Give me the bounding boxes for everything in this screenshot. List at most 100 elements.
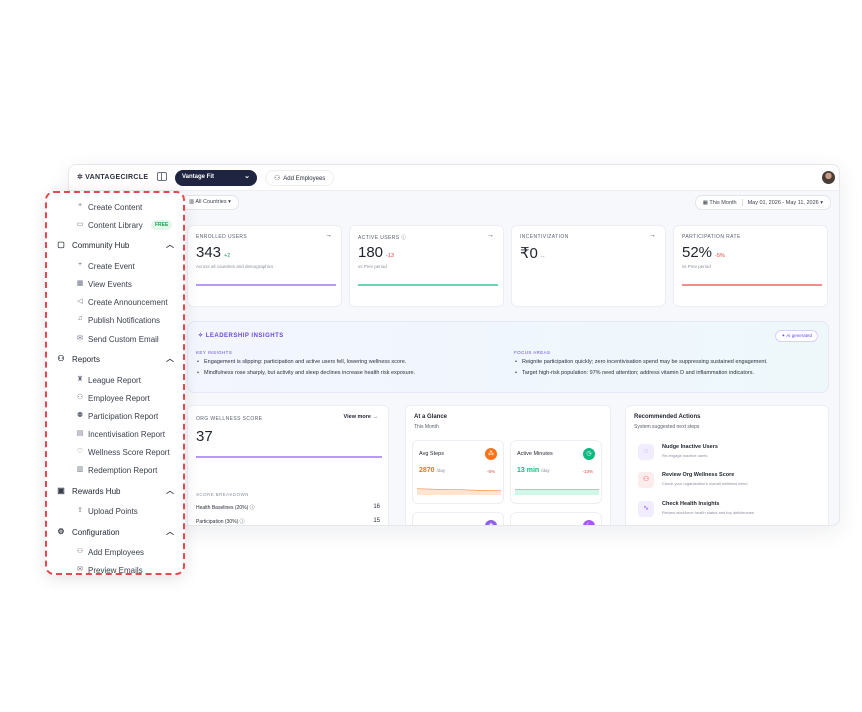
view-more-link[interactable]: View more → xyxy=(343,414,378,420)
sidebar-group-label: Configuration xyxy=(72,528,120,537)
sidebar-item-employee-report[interactable]: ⚇ Employee Report xyxy=(47,390,183,406)
sidebar-item-incentivisation-report[interactable]: ▤ Incentivisation Report xyxy=(47,426,183,442)
users-icon: ⚇ xyxy=(57,354,65,363)
sidebar-item-participation-report[interactable]: ⚉ Participation Report xyxy=(47,408,183,424)
sidebar-item-label: Add Employees xyxy=(88,548,145,557)
countries-filter[interactable]: ▥ All Countries ▾ xyxy=(181,195,239,210)
sidebar-group-label: Rewards Hub xyxy=(72,487,121,496)
avatar[interactable] xyxy=(822,171,835,184)
leadership-insights-panel: ✧ LEADERSHIP INSIGHTS ✦ AI generated KEY… xyxy=(187,321,829,393)
stat-value: ₹0 -- xyxy=(520,244,545,262)
sidebar-item-content-library[interactable]: ▭ Content Library FREE xyxy=(47,217,183,233)
focus-areas-header: FOCUS AREAS xyxy=(514,350,551,355)
action-review-wellness[interactable]: ⚇ Review Org Wellness Score Check your o… xyxy=(634,470,834,492)
moon-icon: ☾ xyxy=(583,520,595,525)
period-label: This Month xyxy=(709,199,737,206)
sleep-card[interactable]: ☾ xyxy=(510,512,602,525)
book-icon: ▭ xyxy=(76,221,84,228)
stat-sub: Across all countries and demographics xyxy=(196,264,274,269)
sidebar-item-label: Upload Points xyxy=(88,507,138,516)
action-nudge-inactive[interactable]: ◌ Nudge Inactive Users Re-engage inactiv… xyxy=(634,442,834,464)
sidebar-item-publish-notifications[interactable]: ♫ Publish Notifications xyxy=(47,312,183,328)
sidebar-item-label: Participation Report xyxy=(88,412,159,421)
sidebar-item-create-event[interactable]: + Create Event xyxy=(47,258,183,274)
chevron-down-icon: ▾ xyxy=(818,199,823,206)
stat-card-active[interactable]: ACTIVE USERS ⓘ → 180 -13 vs Prev period xyxy=(349,225,504,307)
metric-sparkline xyxy=(417,488,501,495)
sidebar-item-label: Redemption Report xyxy=(88,466,158,475)
add-employees-label: Add Employees xyxy=(283,176,326,182)
glance-title: At a Glance xyxy=(414,414,448,420)
bell-icon: ◌ xyxy=(638,444,654,460)
sidebar-item-label: Create Announcement xyxy=(88,298,168,307)
sidebar-item-wellness-score-report[interactable]: ♡ Wellness Score Report xyxy=(47,444,183,460)
sidebar-item-label: Publish Notifications xyxy=(88,316,161,325)
sidebar-group-rewards-hub[interactable]: ▣ Rewards Hub ︿ xyxy=(47,483,183,499)
sidebar-group-configuration[interactable]: ⚙ Configuration ︿ xyxy=(47,524,183,540)
avg-steps-card[interactable]: Avg Steps ⁂ 2870/day -5% xyxy=(412,440,504,504)
breakdown-row-value: 16 xyxy=(373,504,380,510)
plus-icon: + xyxy=(77,202,83,209)
sidebar-item-create-announcement[interactable]: ◁ Create Announcement xyxy=(47,294,183,310)
sidebar-item-league-report[interactable]: ♜ League Report xyxy=(47,372,183,388)
logo: ✲ VANTAGECIRCLE xyxy=(77,173,148,181)
sidebar-item-label: Send Custom Email xyxy=(88,335,159,344)
chevron-up-icon: ︿ xyxy=(166,354,174,363)
breakdown-row-label: Health Baselines (20%) xyxy=(196,505,249,511)
sidebar-item-upload-points[interactable]: ⇪ Upload Points xyxy=(47,503,183,519)
sidebar-item-send-custom-email[interactable]: ✉ Send Custom Email xyxy=(47,331,183,347)
stat-card-enrolled[interactable]: ENROLLED USERS → 343 +2 Across all countr… xyxy=(187,225,342,307)
breakdown-row: Participation (30%) ⓘ 15 xyxy=(196,518,380,525)
stat-label: ENROLLED USERS xyxy=(196,234,248,240)
sidebar-group-reports[interactable]: ⚇ Reports ︿ xyxy=(47,351,183,367)
ai-badge-text: AI generated xyxy=(786,333,812,338)
arrow-right-icon[interactable]: → xyxy=(487,232,494,239)
sidebar-item-view-events[interactable]: ▦ View Events xyxy=(47,276,183,292)
sidebar-item-preview-emails[interactable]: ✉ Preview Emails xyxy=(47,562,183,573)
pulse-icon: ∿ xyxy=(638,501,654,517)
mail-icon: ✉ xyxy=(77,566,83,573)
active-minutes-card[interactable]: Active Minutes ◷ 13 min/day -13% xyxy=(510,440,602,504)
sidebar-item-add-employees[interactable]: ⚇ Add Employees xyxy=(47,544,183,560)
action-health-insights[interactable]: ∿ Check Health Insights Review workforce… xyxy=(634,499,834,521)
stat-card-participation[interactable]: PARTICIPATION RATE 52% -5% vs Prev period xyxy=(673,225,828,307)
sparkline xyxy=(358,284,498,286)
key-insights-header: KEY INSIGHTS xyxy=(196,350,233,355)
action-title: Review Org Wellness Score xyxy=(662,472,735,478)
sparkline xyxy=(682,284,822,286)
action-sub: Re-engage inactive users xyxy=(662,453,708,458)
footsteps-icon: ⁂ xyxy=(485,448,497,460)
focus-areas: FOCUS AREAS Reignite participation quick… xyxy=(514,350,824,381)
sidebar-group-community-hub[interactable]: ▢ Community Hub ︿ xyxy=(47,237,183,253)
arrow-right-icon[interactable]: → xyxy=(325,232,332,239)
metric-unit: /day xyxy=(541,468,550,473)
actions-title: Recommended Actions xyxy=(634,414,701,420)
mindful-minutes-card[interactable]: ❀ xyxy=(412,512,504,525)
sidebar-item-label: Employee Report xyxy=(88,394,150,403)
product-select[interactable]: Vantage Fit ⌄ xyxy=(175,170,257,186)
top-bar: ✲ VANTAGECIRCLE Vantage Fit ⌄ ⚇ Add Employe… xyxy=(69,165,839,191)
chevron-up-icon: ︿ xyxy=(166,486,174,495)
chevron-down-icon: ▾ xyxy=(226,199,231,205)
add-employees-button[interactable]: ⚇ Add Employees xyxy=(265,170,335,186)
date-filter[interactable]: ▦ This Month May 01, 2026 - May 11, 2026 … xyxy=(694,195,831,210)
gear-icon: ⚙ xyxy=(57,527,65,536)
logo-text: VANTAGECIRCLE xyxy=(85,174,149,181)
stat-card-incentivization[interactable]: INCENTIVIZATION → ₹0 -- xyxy=(511,225,666,307)
sidebar-item-label: Wellness Score Report xyxy=(88,448,170,457)
free-badge: FREE xyxy=(151,220,173,230)
sidebar-item-redemption-report[interactable]: ▥ Redemption Report xyxy=(47,462,183,478)
arrow-right-icon[interactable]: → xyxy=(649,232,656,239)
heart-icon: ♡ xyxy=(76,448,84,455)
list-item: Engagement is slipping: participation an… xyxy=(196,359,506,365)
sidebar-item-create-content[interactable]: + Create Content xyxy=(47,199,183,215)
calendar-icon: ▦ xyxy=(702,199,710,206)
wellness-label: ORG WELLNESS SCORE xyxy=(196,416,263,422)
chevron-down-icon: ⌄ xyxy=(244,173,250,180)
stat-delta: -13 xyxy=(386,253,394,259)
logo-icon: ✲ xyxy=(77,174,84,181)
action-title: Nudge Inactive Users xyxy=(662,444,718,450)
sidebar-toggle-icon[interactable] xyxy=(157,172,167,181)
stat-number: 343 xyxy=(196,244,222,261)
breakdown-label: SCORE BREAKDOWN xyxy=(196,492,249,497)
